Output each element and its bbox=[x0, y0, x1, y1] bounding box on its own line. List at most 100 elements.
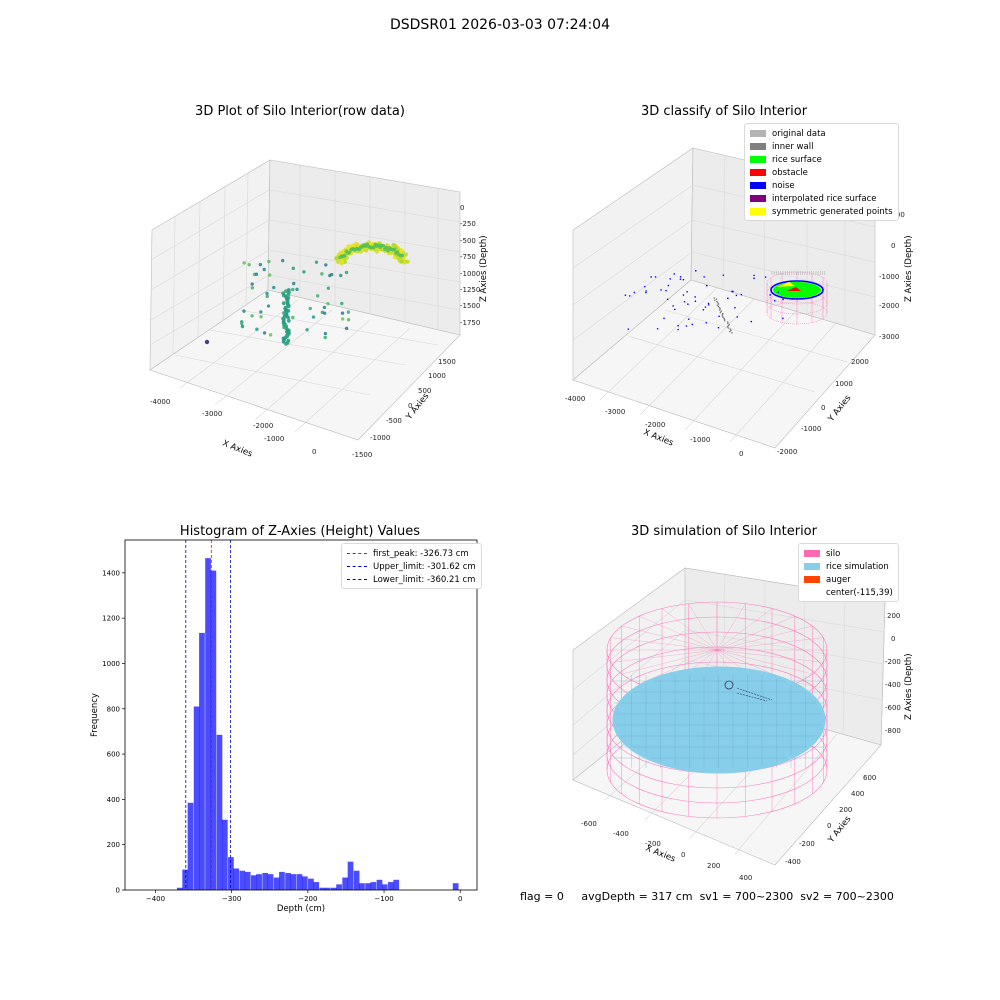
classify-inner-wall-point bbox=[731, 332, 733, 334]
classify-inner-wall-point bbox=[720, 310, 723, 312]
raw-y-tick: 0 bbox=[408, 402, 412, 410]
histogram-y-tick-label: 1400 bbox=[102, 569, 120, 577]
histogram-bar bbox=[336, 884, 342, 890]
histogram-x-label: Depth (cm) bbox=[277, 904, 325, 914]
histogram-legend-label: Lower_limit: -360.21 cm bbox=[373, 574, 476, 585]
histogram-bar bbox=[452, 883, 459, 890]
classify-z-tick: -2000 bbox=[879, 302, 899, 310]
classify-point-cloud bbox=[624, 270, 828, 334]
simulation-x-tick: -400 bbox=[613, 830, 629, 838]
histogram-y-tick-label: 200 bbox=[107, 841, 120, 849]
simulation-silo-roof-edge bbox=[716, 608, 773, 651]
classify-z-tick: -1000 bbox=[879, 273, 899, 281]
raw-point bbox=[324, 263, 328, 267]
classify-y-label: Y Axies bbox=[826, 393, 854, 425]
simulation-y-tick: 600 bbox=[863, 774, 876, 782]
classify-legend-label: symmetric generated points bbox=[772, 206, 893, 217]
simulation-silo-roof-edge bbox=[661, 608, 718, 651]
classify-y-tick: -1000 bbox=[801, 425, 821, 433]
classify-noise-point bbox=[717, 326, 720, 329]
simulation-legend-label: auger bbox=[826, 574, 851, 585]
histogram-bar bbox=[216, 734, 223, 890]
raw-point bbox=[272, 285, 276, 290]
simulation-y-tick: 0 bbox=[827, 822, 831, 830]
histogram-y-tick-label: 1000 bbox=[102, 660, 120, 668]
simulation-x-tick: 200 bbox=[707, 862, 720, 870]
legend-color-swatch bbox=[750, 195, 766, 202]
classify-x-tick: -3000 bbox=[605, 408, 625, 416]
classify-noise-point bbox=[753, 274, 755, 277]
simulation-z-tick: 200 bbox=[887, 612, 900, 620]
simulation-silo-roof-edge bbox=[716, 603, 746, 651]
simulation-silo-roof-edge bbox=[610, 649, 718, 663]
histogram-legend-item: Lower_limit: -360.21 cm bbox=[347, 573, 476, 586]
classify-inner-wall-point bbox=[716, 302, 719, 304]
raw-point bbox=[281, 301, 286, 306]
avg-depth-text: avgDepth = 317 cm bbox=[581, 890, 693, 903]
classify-inner-wall-point bbox=[726, 321, 729, 323]
legend-color-swatch bbox=[804, 550, 820, 557]
classify-noise-point bbox=[666, 298, 669, 301]
raw-point bbox=[240, 321, 244, 326]
raw-point bbox=[291, 287, 295, 292]
histogram-bar bbox=[296, 874, 303, 890]
histogram-bar bbox=[182, 869, 189, 890]
classify-legend-label: rice surface bbox=[772, 154, 822, 165]
histogram-bar bbox=[330, 887, 337, 890]
raw-point bbox=[242, 261, 246, 265]
legend-color-swatch bbox=[750, 208, 766, 215]
histogram-x-tick-label: 0 bbox=[458, 895, 462, 903]
classify-noise-point bbox=[702, 308, 705, 311]
raw-point bbox=[286, 292, 291, 297]
histogram-bar bbox=[376, 879, 383, 890]
classify-noise-ring bbox=[770, 280, 824, 300]
raw-x-ticks: -4000 -3000 -2000 -1000 0 bbox=[150, 398, 316, 456]
raw-point bbox=[391, 242, 396, 248]
histogram-frame bbox=[124, 539, 478, 891]
legend-color-swatch bbox=[804, 589, 820, 596]
raw-point bbox=[250, 286, 255, 290]
classify-noise-point bbox=[694, 270, 697, 272]
raw-point bbox=[242, 309, 246, 313]
raw-point bbox=[323, 335, 327, 340]
classify-inner-wall-point bbox=[721, 315, 724, 317]
classify-legend: original data inner wall rice surface obsta… bbox=[744, 123, 899, 221]
legend-line-swatch bbox=[347, 553, 367, 554]
raw-x-label: X Axies bbox=[221, 439, 254, 460]
classify-inner-wall-point bbox=[719, 308, 721, 310]
classify-legend-item: inner wall bbox=[750, 140, 893, 153]
histogram-bar bbox=[342, 877, 349, 890]
classify-inner-wall-point bbox=[730, 329, 732, 332]
classify-z-tick: 0 bbox=[891, 242, 895, 250]
histogram-bar bbox=[388, 882, 394, 890]
classify-noise-point bbox=[673, 273, 676, 275]
raw-point bbox=[354, 241, 359, 247]
raw-point bbox=[240, 324, 245, 329]
raw-axes-box bbox=[149, 159, 461, 441]
histogram-legend-item: first_peak: -326.73 cm bbox=[347, 547, 476, 560]
raw-point bbox=[259, 315, 263, 319]
histogram-y-tick-label: 400 bbox=[107, 796, 120, 804]
classify-noise-point bbox=[707, 304, 710, 306]
raw-point bbox=[346, 317, 351, 322]
classify-noise-point bbox=[707, 302, 710, 305]
raw-point bbox=[395, 250, 400, 254]
histogram-bar bbox=[205, 558, 211, 890]
raw-x-tick: -4000 bbox=[150, 398, 170, 406]
raw-z-tick: -1500 bbox=[460, 302, 480, 310]
histogram-bar bbox=[290, 874, 297, 890]
classify-legend-item: noise bbox=[750, 179, 893, 192]
histogram-legend-item: Upper_limit: -301.62 cm bbox=[347, 560, 476, 573]
simulation-auger bbox=[736, 687, 773, 702]
histogram-bar bbox=[285, 873, 291, 890]
simulation-silo-roof-edge bbox=[716, 615, 795, 651]
classify-inner-wall-point bbox=[715, 298, 718, 300]
classify-obstacle bbox=[787, 287, 801, 291]
classify-noise-point bbox=[656, 327, 659, 330]
simulation-center-marker bbox=[724, 680, 734, 690]
classify-noise-point bbox=[654, 276, 657, 278]
raw-point bbox=[340, 317, 345, 321]
raw-point bbox=[305, 328, 309, 332]
raw-x-tick: -2000 bbox=[253, 422, 273, 430]
legend-color-swatch bbox=[750, 169, 766, 176]
